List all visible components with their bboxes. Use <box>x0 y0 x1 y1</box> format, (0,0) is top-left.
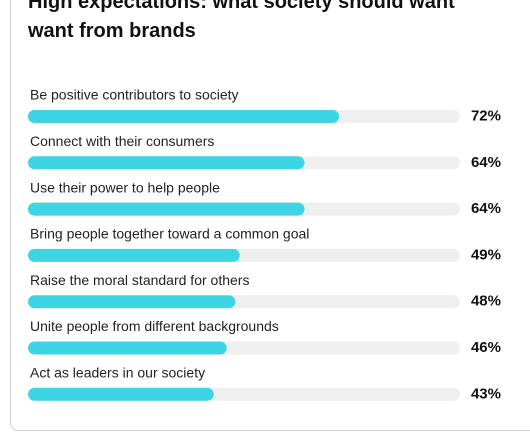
bar <box>28 110 340 123</box>
value-label: 64% <box>471 200 501 217</box>
value-label: 64% <box>471 154 501 171</box>
value-label: 48% <box>471 293 501 310</box>
chart-title-line-1: High expectations: what society should w… <box>28 0 455 13</box>
category-label: Be positive contributors to society <box>30 87 239 103</box>
bar <box>28 295 236 309</box>
value-label: 43% <box>471 385 501 402</box>
category-label: Use their power to help people <box>30 179 220 195</box>
category-label: Raise the moral standard for others <box>30 272 249 288</box>
chart-title-line-2: want from brands <box>28 20 196 42</box>
category-label: Act as leaders in our society <box>30 365 205 381</box>
bar <box>28 202 305 216</box>
bar <box>28 387 214 401</box>
bar <box>28 156 305 170</box>
category-label: Bring people together toward a common go… <box>30 226 309 242</box>
value-label: 72% <box>471 107 501 124</box>
value-label: 49% <box>471 246 501 263</box>
category-label: Connect with their consumers <box>30 133 214 149</box>
bar <box>28 248 240 262</box>
chart-title: High expectations: what society should w… <box>28 0 455 46</box>
category-label: Unite people from different backgrounds <box>30 318 279 334</box>
value-label: 46% <box>471 339 501 356</box>
bar <box>28 341 227 355</box>
